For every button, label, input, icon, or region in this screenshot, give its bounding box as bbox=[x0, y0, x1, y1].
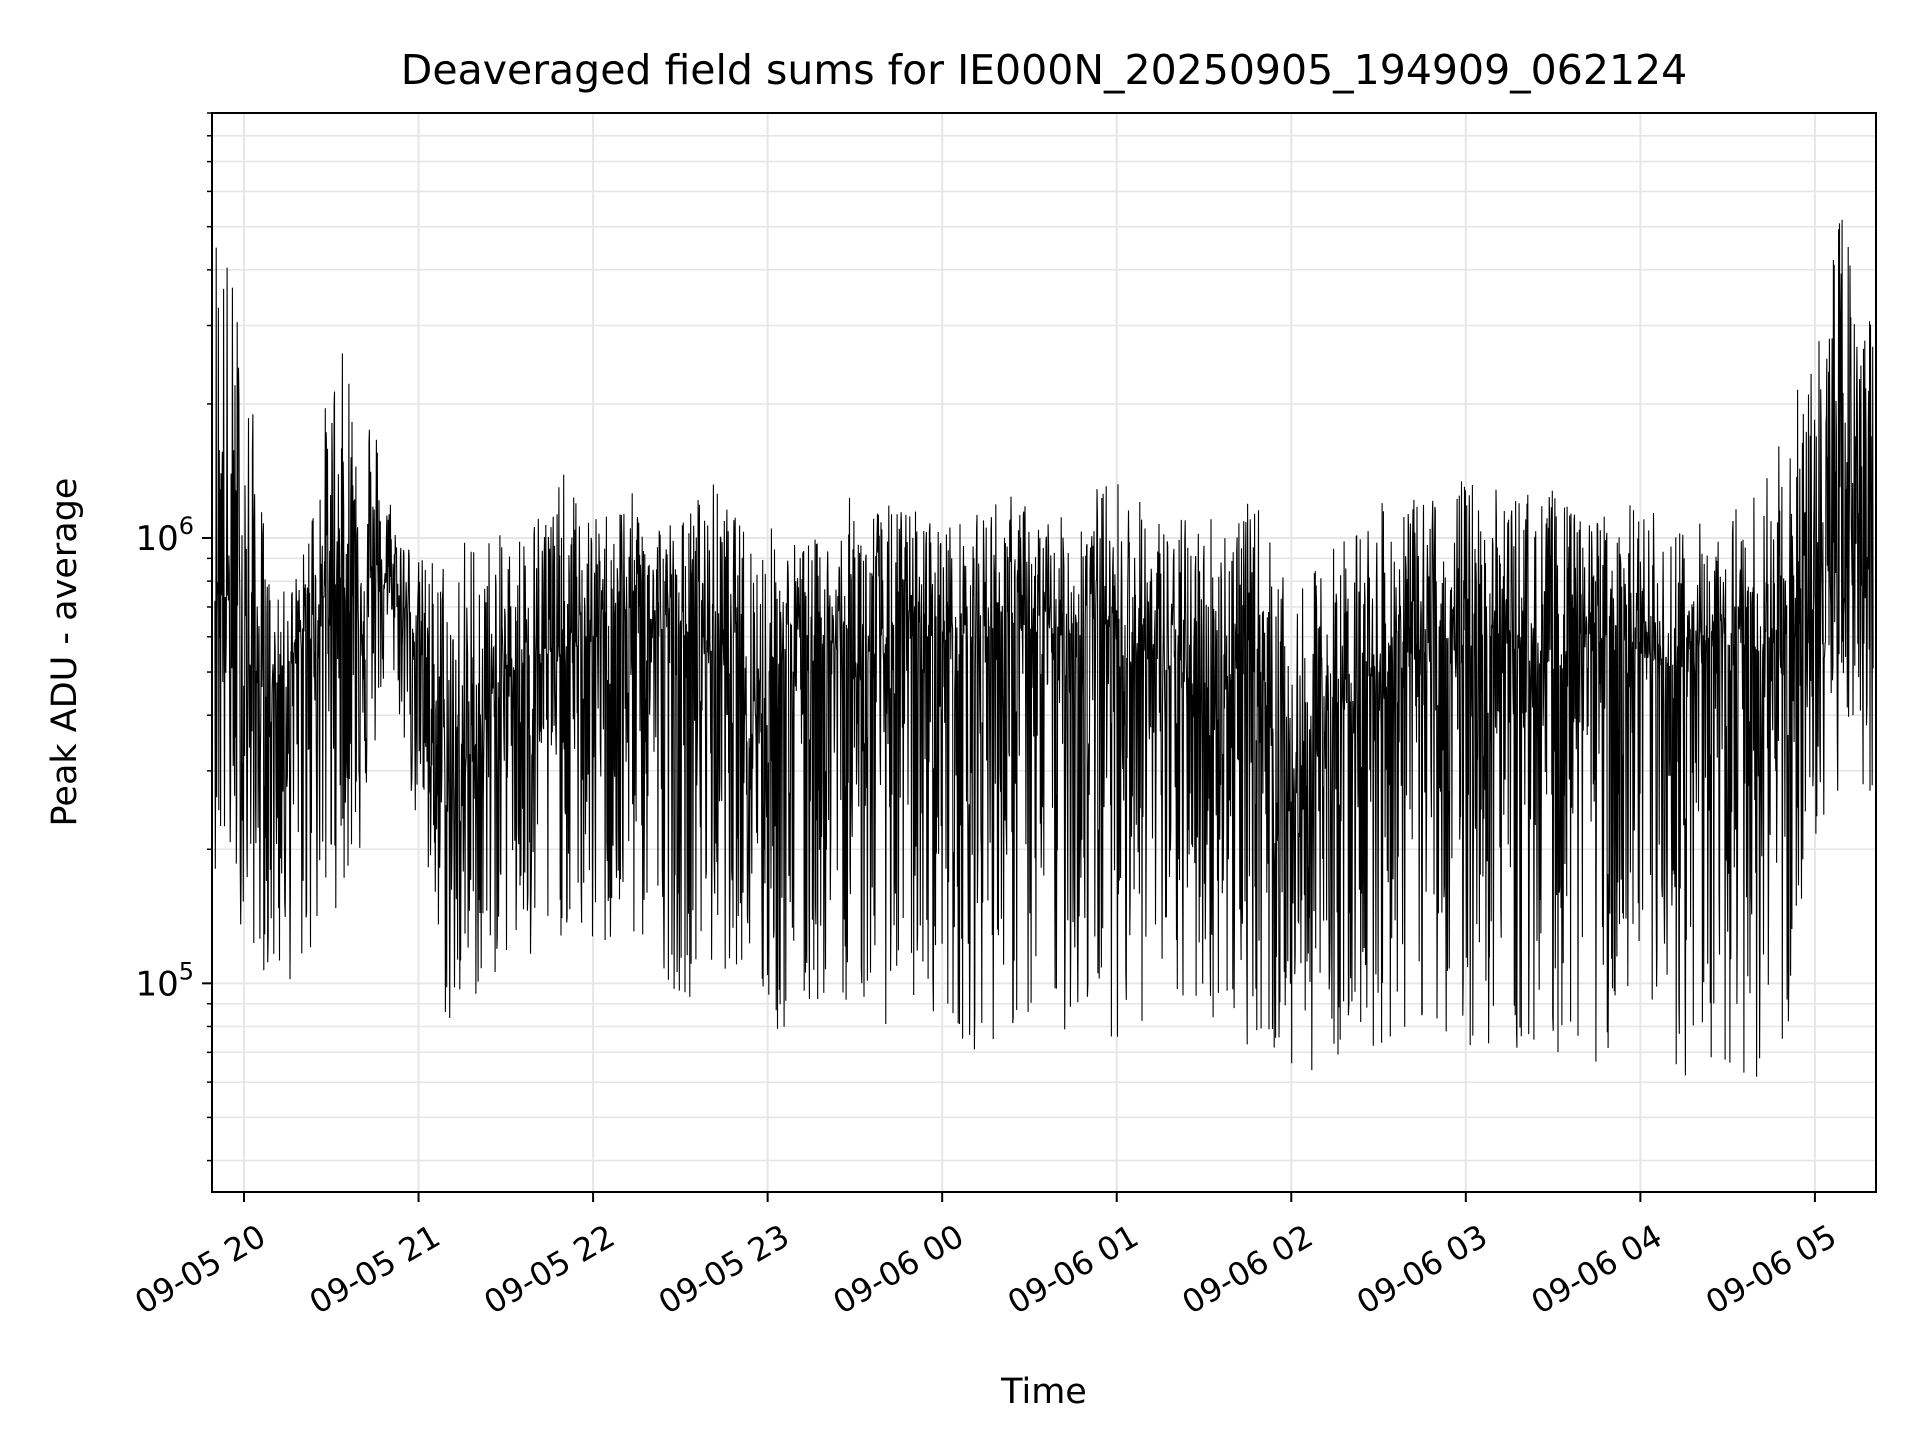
plot-frame bbox=[211, 112, 1877, 1193]
y-tick-label: 106 bbox=[135, 512, 194, 559]
chart-title: Deaveraged field sums for IE000N_2025090… bbox=[401, 46, 1687, 94]
data-line bbox=[214, 219, 1874, 1077]
series-line bbox=[214, 219, 1874, 1077]
y-tick-label: 105 bbox=[135, 957, 194, 1004]
x-axis-label: Time bbox=[1000, 1372, 1087, 1412]
y-axis-label: Peak ADU - average bbox=[45, 478, 85, 827]
